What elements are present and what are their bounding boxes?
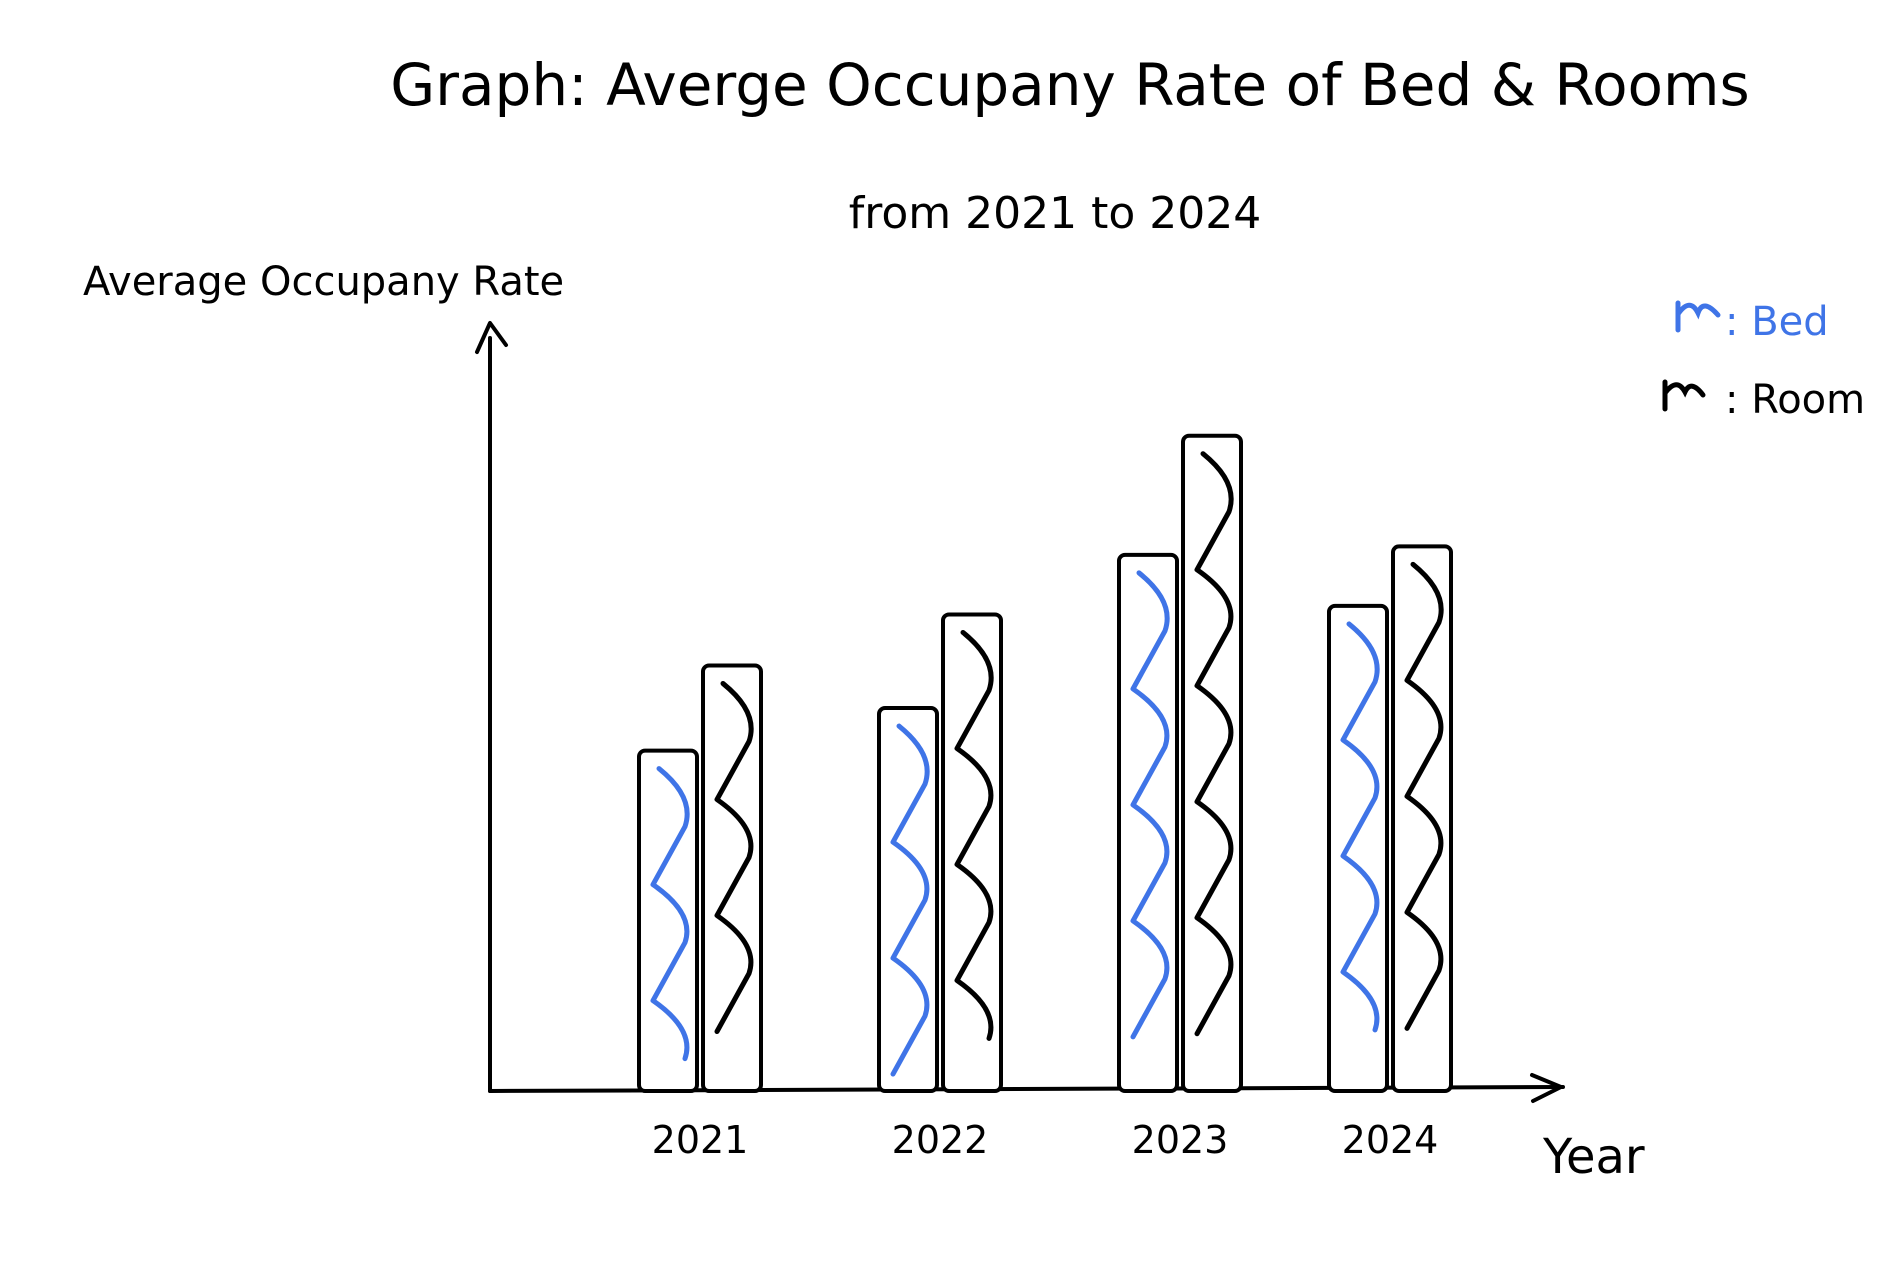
bar-room-2021 — [701, 663, 763, 1093]
x-axis-arrow-icon — [1530, 1073, 1563, 1103]
x-axis-label: Year — [1542, 1129, 1645, 1185]
room-legend-swatch — [1662, 379, 1706, 412]
bar-bed-2022 — [877, 706, 939, 1093]
x-tick-label-2021: 2021 — [652, 1118, 749, 1162]
bar-hatch-room-2022 — [954, 629, 994, 1041]
legend-bed-label: : Bed — [1725, 299, 1829, 345]
bar-room-2024 — [1391, 544, 1453, 1093]
x-tick-label-2024: 2024 — [1342, 1118, 1439, 1162]
bed-legend-swatch — [1675, 300, 1721, 333]
bar-hatch-room-2021 — [714, 681, 754, 1034]
bar-hatch-room-2023 — [1194, 451, 1234, 1037]
bar-hatch-room-2024 — [1404, 561, 1444, 1031]
bar-room-2022 — [941, 612, 1003, 1093]
bar-hatch-bed-2023 — [1130, 570, 1170, 1040]
bars-group — [637, 433, 1453, 1094]
chart-subtitle: from 2021 to 2024 — [849, 188, 1261, 239]
y-axis-label: Average Occupany Rate — [83, 259, 564, 305]
y-axis-arrow-icon — [475, 321, 508, 354]
x-tick-labels: 2021 2022 2023 2024 — [652, 1118, 1439, 1162]
bar-hatch-bed-2024 — [1340, 621, 1380, 1033]
x-tick-label-2022: 2022 — [892, 1118, 989, 1162]
legend: : Bed : Room — [1662, 299, 1865, 423]
bar-room-2023 — [1181, 433, 1243, 1094]
bar-hatch-bed-2021 — [650, 766, 690, 1062]
x-tick-label-2023: 2023 — [1132, 1118, 1229, 1162]
bar-hatch-bed-2022 — [890, 723, 930, 1077]
legend-room-label: : Room — [1725, 377, 1865, 423]
chart-title: Graph: Averge Occupany Rate of Bed & Roo… — [390, 51, 1750, 119]
